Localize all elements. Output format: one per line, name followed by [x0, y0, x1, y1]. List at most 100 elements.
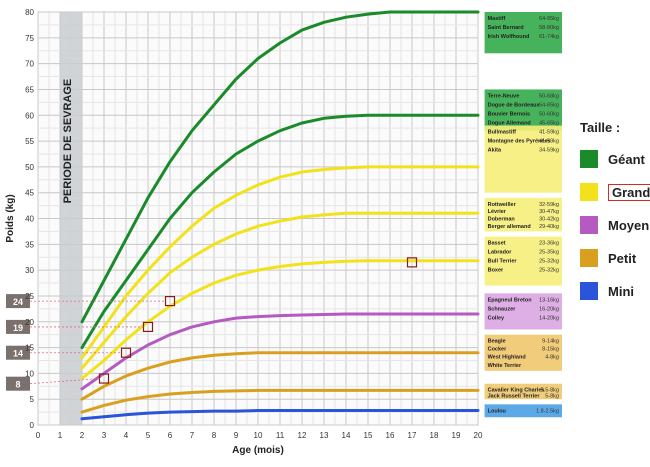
breed-name: Bouvier Bernois	[488, 111, 530, 117]
series-line	[80, 409, 480, 421]
breed-name: Dogue Allemand	[488, 120, 531, 126]
breed-name: Saint Bernard	[488, 25, 524, 31]
breed-box	[484, 12, 562, 54]
y-tick-label: 30	[25, 266, 34, 275]
breed-weight: 25-32kg	[539, 259, 559, 265]
y-tick-label: 20	[25, 318, 34, 327]
y-tick-label: 80	[25, 8, 34, 17]
series-line	[80, 211, 480, 370]
breed-name: Bullmastiff	[488, 130, 517, 136]
breed-name: Dogue de Bordeaux	[488, 102, 541, 108]
x-tick-label: 3	[102, 431, 107, 440]
breed-box	[484, 236, 562, 286]
weight-tag	[6, 319, 30, 334]
breed-name: Colley	[488, 315, 505, 321]
breed-weight: 30-42kg	[539, 217, 559, 223]
legend-item: Moyen	[580, 216, 649, 234]
series-line	[80, 113, 480, 350]
breed-weight: 4-8kg	[545, 355, 559, 361]
breed-weight: 1.8-2.5kg	[536, 408, 559, 414]
breed-name: Beagle	[488, 339, 506, 345]
x-tick-label: 4	[124, 431, 129, 440]
weight-tag	[6, 294, 30, 309]
breed-name: Cocker	[488, 347, 508, 353]
breed-weight: 8-15kg	[542, 347, 559, 353]
breed-weight: 5.5-8kg	[541, 388, 559, 394]
breed-name: Jack Russell Terrier	[488, 393, 541, 399]
breed-name: Schnauzer	[488, 306, 517, 312]
breed-weight: 50-68kg	[539, 93, 559, 99]
y-tick-label: 5	[30, 395, 35, 404]
y-tick-label: 55	[25, 137, 34, 146]
x-tick-label: 7	[190, 431, 195, 440]
x-tick-label: 0	[36, 431, 41, 440]
y-tick-label: 10	[25, 369, 34, 378]
breed-weight: 32-59kg	[539, 202, 559, 208]
breed-weight: 58-80kg	[539, 25, 559, 31]
x-tick-label: 18	[430, 431, 439, 440]
breed-weight: 29-40kg	[539, 224, 559, 230]
marker-point	[164, 296, 176, 307]
breed-weight: 41-59kg	[539, 130, 559, 136]
x-tick-label: 19	[452, 431, 461, 440]
y-tick-label: 35	[25, 240, 34, 249]
y-tick-label: 15	[25, 344, 34, 353]
marker-point	[406, 257, 418, 268]
breed-box	[484, 125, 562, 193]
legend-swatch	[580, 216, 598, 234]
breed-name: Lévrier	[488, 209, 507, 215]
breed-weight: 25-35kg	[539, 250, 559, 256]
breed-name: Irish Wolfhound	[488, 34, 530, 40]
legend-label: Grand	[608, 183, 650, 201]
legend-label: Mini	[608, 283, 634, 299]
breed-name: Loulou	[488, 408, 506, 414]
breed-weight: 45-65kg	[539, 120, 559, 126]
y-tick-label: 65	[25, 85, 34, 94]
series-line	[80, 388, 480, 414]
x-tick-label: 11	[276, 431, 285, 440]
breed-name: Mastiff	[488, 16, 506, 22]
x-tick-label: 5	[146, 431, 151, 440]
breed-name: Cavalier King Charles	[488, 388, 545, 394]
x-axis-label: Age (mois)	[232, 445, 284, 456]
breed-weight: 41-59kg	[539, 139, 559, 145]
breed-box	[484, 334, 562, 371]
marker-point	[120, 347, 132, 358]
breed-name: Terre-Neuve	[488, 93, 520, 99]
legend-swatch	[580, 183, 598, 201]
y-tick-label: 25	[25, 292, 34, 301]
legend-label: Géant	[608, 151, 645, 167]
breed-name: Doberman	[488, 217, 516, 223]
legend-title: Taille :	[580, 120, 621, 135]
breed-box	[484, 89, 562, 131]
legend-label: Moyen	[608, 217, 650, 233]
series-line	[80, 165, 480, 360]
legend-swatch	[580, 249, 598, 267]
breed-name: White Terrier	[488, 363, 522, 369]
x-tick-label: 2	[80, 431, 85, 440]
legend-swatch	[580, 150, 598, 168]
y-tick-label: 0	[30, 421, 35, 430]
breed-name: Bull Terrier	[488, 259, 518, 265]
weaning-band	[60, 12, 82, 425]
legend-item: Mini	[580, 282, 634, 300]
x-tick-label: 13	[320, 431, 329, 440]
breed-name: Labrador	[488, 250, 513, 256]
series-line	[80, 312, 480, 391]
breed-name: Epagneul Breton	[488, 297, 533, 303]
breed-name: Montagne des Pyrénées	[488, 139, 551, 145]
legend-swatch	[580, 282, 598, 300]
legend-item: Petit	[580, 249, 636, 267]
y-tick-label: 50	[25, 163, 34, 172]
breed-name: Berger allemand	[488, 224, 531, 230]
weaning-label: PERIODE DE SEVRAGE	[62, 79, 74, 204]
breed-weight: 50-60kg	[539, 111, 559, 117]
x-tick-label: 1	[58, 431, 63, 440]
breed-box	[484, 383, 562, 400]
y-tick-label: 60	[25, 111, 34, 120]
series-line	[80, 259, 480, 380]
legend-item: Grand	[580, 183, 650, 201]
breed-name: Akita	[488, 148, 502, 154]
